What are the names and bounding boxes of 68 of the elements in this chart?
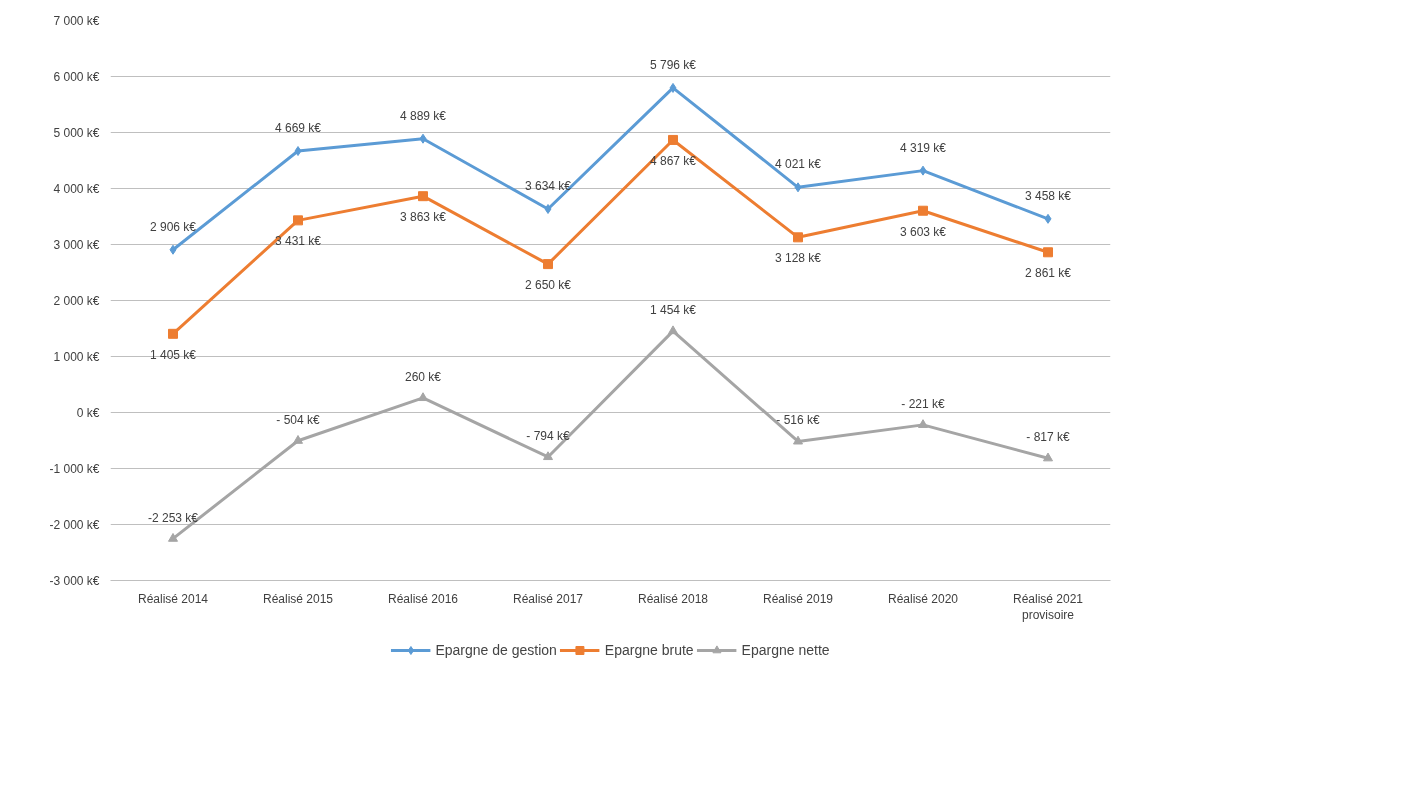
x-tick-label: Réalisé 2018 [637, 591, 709, 606]
point [418, 392, 428, 402]
data-label: 3 603 k€ [899, 224, 947, 239]
data-label: - 817 k€ [1026, 430, 1071, 445]
data-label: - 794 k€ [526, 428, 571, 443]
point [918, 419, 928, 428]
point [168, 328, 178, 339]
y-tick-label: 3 000 k€ [53, 237, 100, 252]
data-label: 3 863 k€ [399, 210, 447, 225]
data-label: 3 128 k€ [774, 251, 822, 266]
y-tick-label: -2 000 k€ [49, 517, 100, 532]
y-tick-label: 7 000 k€ [53, 13, 100, 28]
y-tick-label: 4 000 k€ [53, 181, 100, 196]
point [1043, 247, 1053, 258]
x-tick-label: Réalisé 2020 [887, 591, 959, 606]
point [793, 435, 803, 445]
x-tick-label: Réalisé 2016 [387, 591, 459, 606]
data-label: 1 454 k€ [649, 303, 697, 318]
data-label: 4 319 k€ [899, 140, 947, 155]
data-label: 1 405 k€ [149, 347, 197, 362]
point [294, 146, 302, 157]
x-tick-label: Réalisé 2021 provisoire [1012, 591, 1084, 623]
data-label: 260 k€ [404, 369, 442, 384]
point [544, 204, 552, 214]
data-label: 2 861 k€ [1024, 266, 1072, 281]
y-tick-label: 1 000 k€ [53, 349, 100, 364]
point [169, 244, 177, 255]
point [293, 435, 303, 444]
data-label: 2 650 k€ [524, 278, 572, 293]
data-label: 4 669 k€ [274, 121, 322, 136]
data-label: 5 796 k€ [649, 57, 697, 72]
x-tick-label: Réalisé 2019 [762, 591, 834, 606]
legend-label: Epargne brute [604, 642, 694, 658]
point [543, 451, 553, 461]
point [669, 82, 677, 93]
x-tick-label: Réalisé 2014 [137, 591, 209, 606]
data-label: 3 634 k€ [524, 179, 572, 193]
legend-label: Epargne de gestion [435, 642, 557, 658]
point [918, 205, 928, 216]
y-tick-label: -1 000 k€ [49, 461, 100, 476]
y-tick-label: 6 000 k€ [53, 69, 100, 84]
data-label: - 504 k€ [276, 412, 321, 427]
y-tick-label: -3 000 k€ [49, 573, 100, 588]
data-label: 4 021 k€ [774, 157, 822, 172]
point [543, 259, 553, 270]
y-tick-label: 0 k€ [76, 405, 100, 420]
point [419, 133, 427, 144]
data-label: - 516 k€ [776, 413, 821, 428]
point [794, 182, 802, 193]
point [1043, 452, 1053, 462]
point [919, 165, 927, 176]
x-tick-label: Réalisé 2015 [262, 591, 334, 606]
point [793, 232, 803, 243]
point [668, 325, 678, 335]
point [418, 191, 428, 202]
data-label: 4 889 k€ [399, 108, 447, 123]
legend-label: Epargne nette [741, 642, 830, 658]
data-label: 3 458 k€ [1024, 188, 1072, 203]
y-tick-label: 2 000 k€ [53, 293, 100, 308]
y-tick-label: 5 000 k€ [53, 125, 100, 140]
data-label: - 221 k€ [901, 396, 946, 411]
data-label: 2 906 k€ [149, 219, 197, 234]
point [293, 215, 303, 226]
point [1044, 213, 1052, 224]
point [168, 532, 178, 542]
x-tick-label: Réalisé 2017 [512, 591, 584, 606]
data-label: -2 253 k€ [147, 510, 199, 525]
point [668, 134, 678, 145]
